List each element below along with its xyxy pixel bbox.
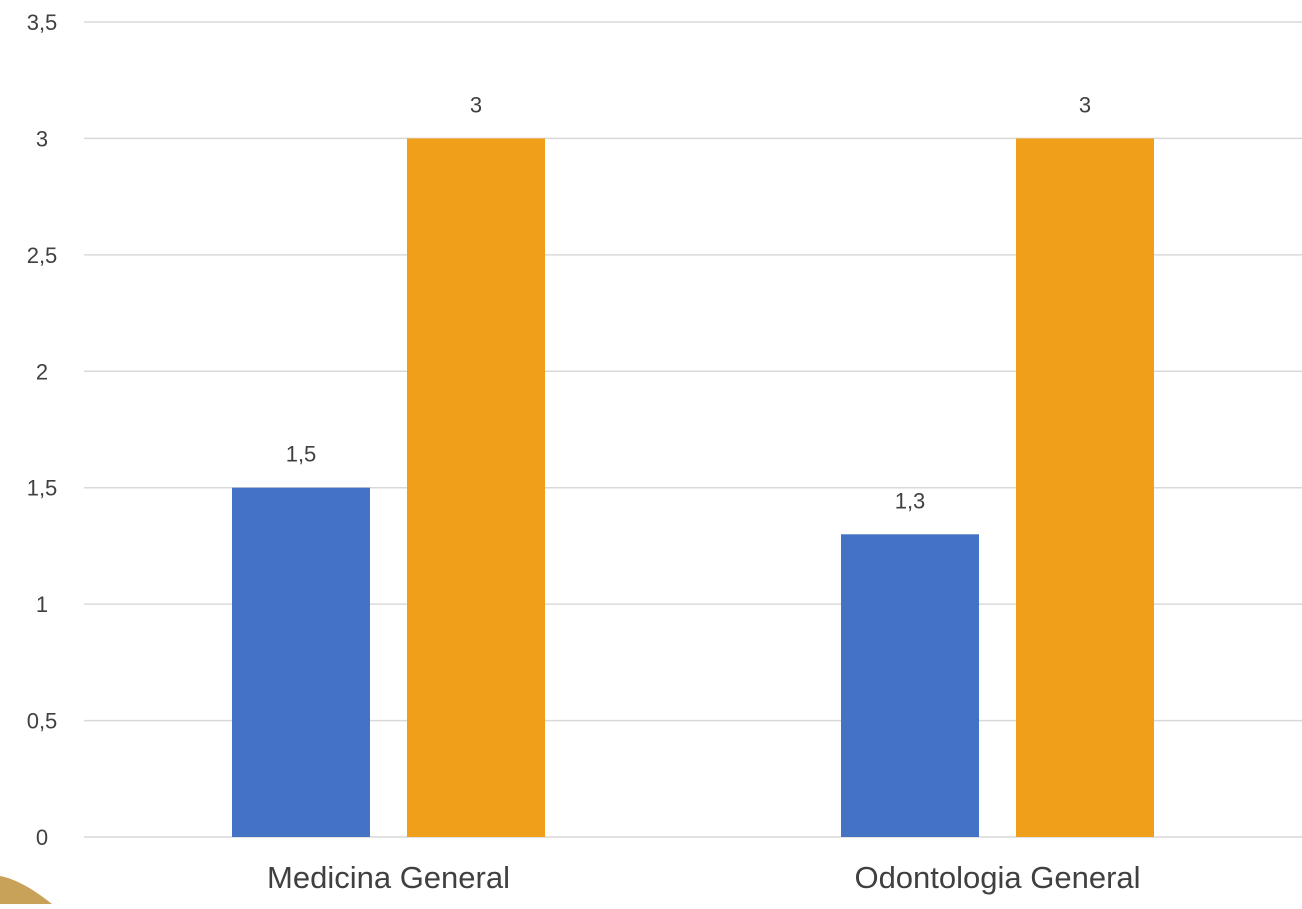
y-tick-label: 0,5: [27, 709, 58, 734]
data-label: 1,3: [895, 488, 926, 513]
y-axis-ticks: 0 0,5 1 1,5 2 2,5 3 3,5: [27, 10, 58, 850]
y-tick-label: 0: [36, 825, 48, 850]
x-axis-categories: Medicina General Odontologia General: [267, 860, 1141, 895]
corner-accent-shape: [0, 876, 52, 904]
category-label: Medicina General: [267, 860, 510, 895]
bar-1-1: [1016, 138, 1154, 837]
data-label: 3: [470, 92, 482, 117]
category-label: Odontologia General: [854, 860, 1140, 895]
y-tick-label: 3,5: [27, 10, 58, 35]
data-labels: 1,5 3 1,3 3: [286, 92, 1091, 513]
decorations: [0, 876, 52, 904]
data-label: 1,5: [286, 442, 317, 467]
y-tick-label: 2: [36, 359, 48, 384]
bar-0-0: [232, 487, 370, 837]
y-tick-label: 2,5: [27, 243, 58, 268]
bar-0-1: [407, 138, 545, 837]
y-tick-label: 1,5: [27, 476, 58, 501]
bar-1-0: [841, 534, 979, 837]
y-tick-label: 3: [36, 126, 48, 151]
data-label: 3: [1079, 92, 1091, 117]
bars: [232, 138, 1154, 837]
y-tick-label: 1: [36, 592, 48, 617]
